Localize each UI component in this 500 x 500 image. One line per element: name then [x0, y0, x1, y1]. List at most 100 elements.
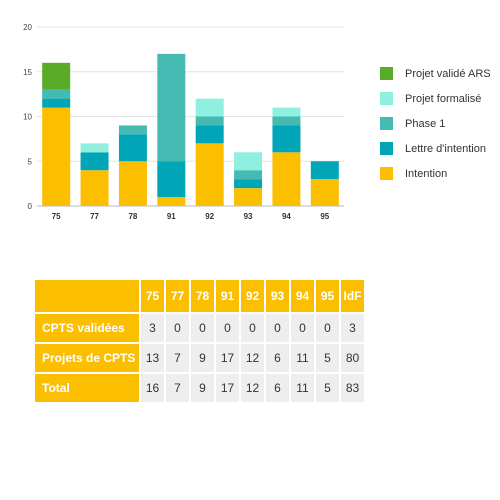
legend-label: Projet validé ARS: [405, 67, 491, 80]
table-corner-cell: [35, 280, 139, 312]
x-tick-label: 78: [128, 212, 137, 221]
y-tick-label: 20: [23, 23, 32, 32]
legend-label: Projet formalisé: [405, 92, 482, 105]
table-cell: 12: [241, 344, 264, 372]
stacked-bar-chart: 0 5 10 15 20 75 77 78 91 92 93 94 95: [23, 23, 344, 221]
table-cell: 6: [266, 374, 289, 402]
x-tick-label: 93: [244, 212, 253, 221]
x-tick-label: 95: [320, 212, 329, 221]
x-tick-label: 77: [90, 212, 99, 221]
table-cell: 9: [191, 374, 214, 402]
bar-segment: [118, 134, 147, 162]
bar-segment: [157, 197, 186, 206]
table-header-cell: 93: [266, 280, 289, 312]
table-row: Projets de CPTS 13 7 9 17 12 6 11 5 80: [35, 344, 364, 372]
bar-segment: [80, 152, 109, 171]
table-cell: 0: [316, 314, 339, 342]
table-cell: 17: [216, 344, 239, 372]
table-cell: 6: [266, 344, 289, 372]
legend-label: Intention: [405, 167, 448, 180]
bar-segment: [310, 179, 339, 206]
x-tick-label: 75: [52, 212, 61, 221]
legend-item-phase-1: Phase 1: [380, 111, 500, 136]
bar-segment: [234, 179, 263, 189]
bar-segment: [195, 116, 224, 126]
legend-swatch: [380, 67, 393, 80]
bar-segment: [42, 62, 71, 90]
legend-item-lettre-intention: Lettre d'intention: [380, 136, 500, 161]
bar-segment: [272, 116, 301, 126]
table-header-cell: 92: [241, 280, 264, 312]
table-cell: 80: [341, 344, 364, 372]
row-label-cpts-validees: CPTS validées: [35, 314, 139, 342]
table-cell: 0: [266, 314, 289, 342]
table-cell: 0: [291, 314, 314, 342]
table-header-row: 75 77 78 91 92 93 94 95 IdF: [35, 280, 364, 312]
table-cell: 3: [141, 314, 164, 342]
bar-segment: [272, 125, 301, 153]
table-cell: 3: [341, 314, 364, 342]
table-header-cell: 94: [291, 280, 314, 312]
table-header-cell: 91: [216, 280, 239, 312]
bar-segment: [157, 53, 186, 162]
bar-segment: [272, 107, 301, 117]
table-cell: 11: [291, 374, 314, 402]
x-tick-label: 91: [167, 212, 176, 221]
legend-swatch: [380, 117, 393, 130]
table-cell: 11: [291, 344, 314, 372]
bar-segment: [195, 143, 224, 206]
bar-segment: [42, 98, 71, 108]
bar-segment: [157, 161, 186, 198]
table-cell: 0: [166, 314, 189, 342]
summary-table: 75 77 78 91 92 93 94 95 IdF CPTS validée…: [33, 278, 366, 404]
row-label-total: Total: [35, 374, 139, 402]
table-cell: 7: [166, 344, 189, 372]
table-header-cell: IdF: [341, 280, 364, 312]
legend-swatch: [380, 92, 393, 105]
y-tick-label: 5: [28, 157, 33, 166]
x-tick-label: 92: [205, 212, 214, 221]
bar-segment: [118, 125, 147, 135]
table-cell: 17: [216, 374, 239, 402]
chart-legend: Projet validé ARS Projet formalisé Phase…: [380, 61, 500, 186]
bar-segment: [195, 125, 224, 144]
table-cell: 13: [141, 344, 164, 372]
bar-segment: [272, 152, 301, 206]
legend-item-projet-formalise: Projet formalisé: [380, 86, 500, 111]
table-header-cell: 78: [191, 280, 214, 312]
table-header-cell: 75: [141, 280, 164, 312]
bar-segment: [42, 107, 71, 206]
x-tick-label: 94: [282, 212, 291, 221]
bar-segment: [195, 98, 224, 117]
bar-segment: [234, 170, 263, 180]
table-cell: 16: [141, 374, 164, 402]
bar-segment: [310, 161, 339, 180]
table-cell: 0: [191, 314, 214, 342]
legend-swatch: [380, 167, 393, 180]
table-cell: 9: [191, 344, 214, 372]
bar-segment: [42, 89, 71, 99]
bar-segment: [118, 161, 147, 206]
legend-label: Lettre d'intention: [405, 142, 486, 155]
table-cell: 83: [341, 374, 364, 402]
table-cell: 12: [241, 374, 264, 402]
table-cell: 5: [316, 344, 339, 372]
table-cell: 0: [241, 314, 264, 342]
legend-label: Phase 1: [405, 117, 446, 130]
legend-item-intention: Intention: [380, 161, 500, 186]
table-header-cell: 77: [166, 280, 189, 312]
y-tick-label: 10: [23, 113, 32, 122]
bar-segment: [80, 170, 109, 206]
legend-item-projet-valide-ars: Projet validé ARS: [380, 61, 500, 86]
y-tick-label: 0: [28, 202, 33, 211]
table-row: CPTS validées 3 0 0 0 0 0 0 0 3: [35, 314, 364, 342]
bar-segment: [234, 188, 263, 206]
table-header-cell: 95: [316, 280, 339, 312]
table-cell: 5: [316, 374, 339, 402]
row-label-projets-de-cpts: Projets de CPTS: [35, 344, 139, 372]
bar-segment: [80, 143, 109, 153]
bar-segment: [234, 152, 263, 171]
table-cell: 0: [216, 314, 239, 342]
table-row: Total 16 7 9 17 12 6 11 5 83: [35, 374, 364, 402]
legend-swatch: [380, 142, 393, 155]
